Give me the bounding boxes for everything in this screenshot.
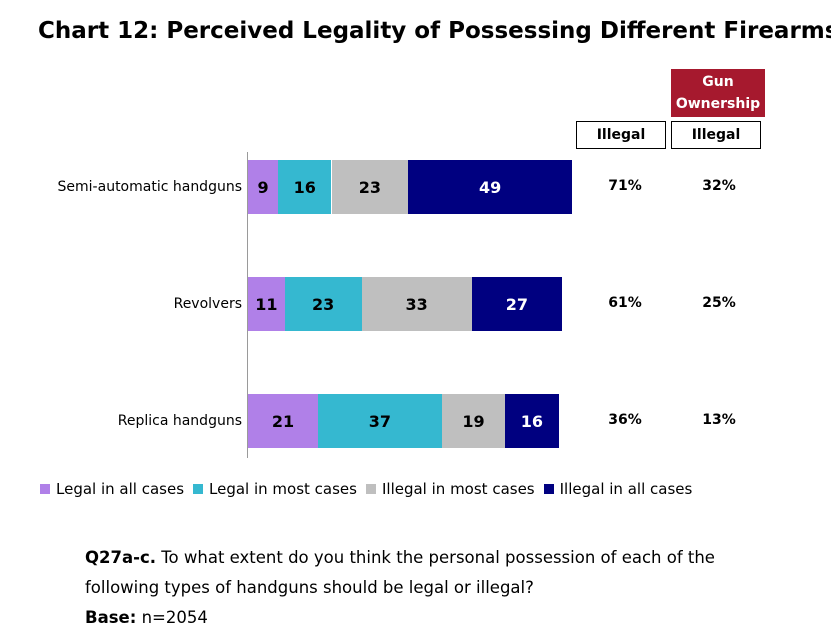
bar-segment-legal-all: 21 (248, 394, 319, 448)
category-label: Semi-automatic handguns (57, 179, 242, 195)
illegal-total-value: 36% (608, 412, 642, 428)
bar-segment-legal-most: 37 (318, 394, 442, 448)
bar-data-label: 33 (405, 294, 428, 314)
legend-item-legal-most: Legal in most cases (193, 480, 357, 498)
bar-segment-legal-most: 16 (278, 160, 332, 214)
legend-item-illegal-most: Illegal in most cases (365, 480, 535, 498)
bar-data-label: 21 (271, 411, 295, 431)
bar-data-label: 19 (462, 411, 485, 431)
category-label: Revolvers (173, 296, 242, 312)
base-value: n=2054 (136, 608, 208, 627)
gun-ownership-illegal-value: 32% (702, 178, 736, 194)
bar-segment-illegal-most: 33 (361, 277, 472, 331)
question-note-line2: following types of handguns should be le… (85, 578, 534, 597)
bar-data-label: 23 (312, 294, 335, 314)
bar-data-label: 37 (368, 411, 392, 431)
bar-data-label: 27 (505, 294, 528, 314)
bar-segment-illegal-most: 23 (331, 160, 409, 214)
bar-data-label: 9 (257, 177, 269, 197)
bar-segment-illegal-all: 27 (471, 277, 562, 331)
bar-segment-illegal-all: 16 (505, 394, 559, 448)
legend-swatch-legal-all (40, 484, 50, 494)
gun-ownership-badge: Gun Ownership (671, 69, 765, 117)
base-label: Base: (85, 608, 137, 627)
bar-data-label: 11 (255, 294, 278, 314)
question-label: Q27a-c. (85, 548, 157, 567)
legend-swatch-legal-most (193, 484, 204, 494)
bar-segment-legal-most: 23 (284, 277, 362, 331)
bar-segment-legal-all: 11 (248, 277, 285, 331)
legend-label-legal-all: Legal in all cases (56, 480, 185, 498)
base-note: Base: n=2054 (85, 605, 208, 631)
question-text-1: To what extent do you think the personal… (156, 548, 715, 567)
question-note-line1: Q27a-c. To what extent do you think the … (85, 545, 715, 571)
illegal-total-value: 71% (608, 178, 642, 194)
legend-swatch-illegal-all (543, 484, 554, 494)
legend-label-illegal-all: Illegal in all cases (559, 480, 693, 498)
chart-legend: Legal in all cases Legal in most cases I… (40, 480, 701, 498)
bar-segment-illegal-most: 19 (441, 394, 506, 448)
illegal-total-value: 61% (608, 295, 642, 311)
category-label: Replica handguns (117, 413, 242, 429)
illegal-column-header: Illegal (576, 121, 666, 149)
bar-data-label: 49 (479, 177, 502, 197)
legend-swatch-illegal-most (365, 484, 376, 494)
bar-data-label: 23 (358, 177, 382, 197)
legend-label-legal-most: Legal in most cases (209, 480, 357, 498)
bar-data-label: 16 (293, 177, 316, 197)
legend-item-legal-all: Legal in all cases (40, 480, 184, 498)
gun-ownership-illegal-value: 13% (702, 412, 736, 428)
legend-item-illegal-all: Illegal in all cases (543, 480, 693, 498)
category-axis-line (247, 152, 248, 458)
legend-label-illegal-most: Illegal in most cases (381, 480, 535, 498)
gun-ownership-illegal-value: 25% (702, 295, 736, 311)
bar-data-label: 16 (520, 411, 544, 431)
bar-segment-illegal-all: 49 (408, 160, 572, 214)
bar-segment-legal-all: 9 (248, 160, 279, 214)
chart-title: Chart 12: Perceived Legality of Possessi… (38, 18, 831, 44)
gun-ownership-illegal-header: Illegal (671, 121, 761, 149)
